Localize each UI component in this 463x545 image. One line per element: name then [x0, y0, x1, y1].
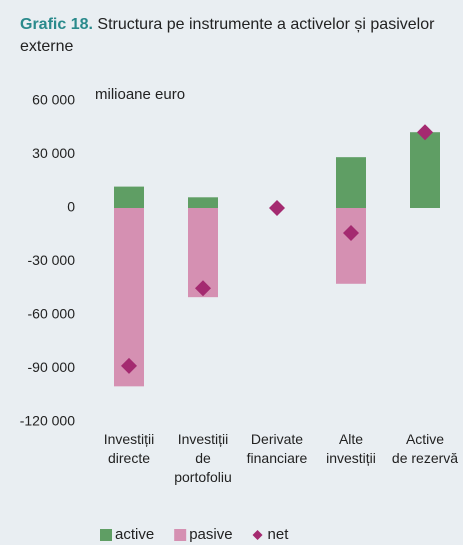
- y-tick-label: -30 000: [28, 252, 76, 268]
- net-marker: [195, 280, 211, 297]
- legend-label: net: [268, 526, 290, 543]
- x-tick-label: Alte investiții: [326, 431, 376, 466]
- legend-swatch: [100, 529, 112, 541]
- y-tick-label: 0: [67, 199, 75, 215]
- x-tick-label: Investiții directe: [104, 431, 155, 466]
- net-marker: [417, 124, 433, 141]
- x-tick-label: Active de rezervă: [392, 431, 458, 466]
- net-marker: [121, 357, 137, 374]
- legend-label: active: [115, 526, 154, 543]
- chart-title-block: Grafic 18. Structura pe instrumente a ac…: [20, 14, 440, 58]
- y-tick-label: -90 000: [28, 359, 76, 375]
- legend-swatch: [174, 529, 187, 541]
- legend-label: pasive: [189, 526, 232, 543]
- bar: [336, 208, 366, 284]
- net-marker: [343, 224, 359, 241]
- title-label: Grafic 18.: [20, 16, 93, 33]
- bar: [188, 197, 218, 208]
- bar: [114, 208, 144, 387]
- net-marker: [269, 200, 285, 216]
- bar: [114, 186, 144, 208]
- y-tick-label: -60 000: [28, 306, 76, 322]
- legend-swatch: [252, 530, 263, 540]
- bar: [336, 157, 366, 208]
- chart-title: Structura pe instrumente a activelor și …: [20, 16, 435, 55]
- x-tick-label: Investiții de portofoliu: [174, 431, 232, 485]
- bar: [410, 132, 440, 208]
- y-tick-label: -120 000: [20, 413, 75, 429]
- y-unit: milioane euro: [95, 86, 185, 103]
- x-tick-label: Derivate financiare: [247, 431, 308, 466]
- y-tick-label: 30 000: [32, 145, 75, 161]
- y-tick-label: 60 000: [32, 92, 75, 108]
